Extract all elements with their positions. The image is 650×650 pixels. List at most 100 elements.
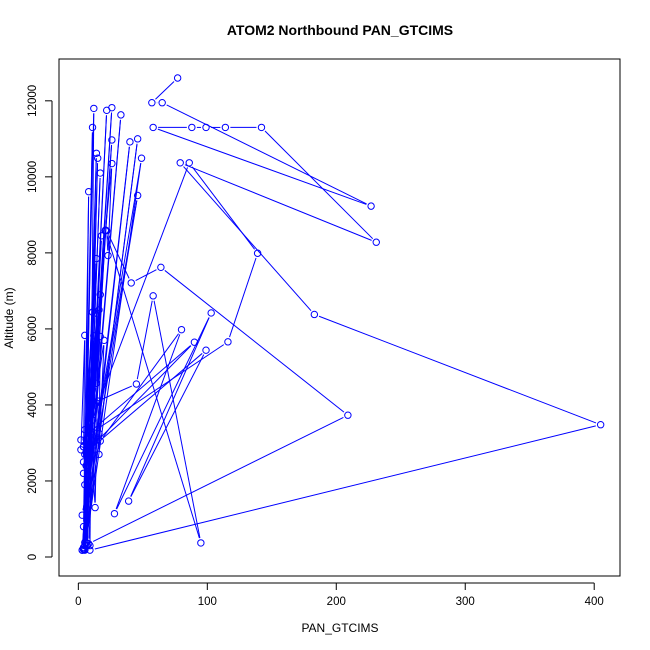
series-segment bbox=[106, 235, 109, 251]
data-point bbox=[91, 503, 99, 512]
y-tick-label: 2000 bbox=[27, 468, 39, 494]
data-point bbox=[93, 397, 102, 405]
data-point bbox=[92, 254, 101, 263]
series-segment bbox=[105, 168, 112, 226]
series-segment bbox=[80, 340, 86, 445]
data-point bbox=[185, 159, 193, 167]
series-segment bbox=[82, 407, 97, 546]
data-point bbox=[81, 546, 89, 554]
series-segment bbox=[318, 315, 597, 424]
data-point bbox=[96, 290, 104, 299]
series-segment bbox=[264, 130, 374, 240]
series-segment bbox=[191, 166, 255, 250]
data-point bbox=[78, 546, 86, 554]
y-axis: 0 2000 4000 6000 8000 10000 12000 bbox=[27, 85, 53, 560]
data-point bbox=[95, 306, 103, 314]
data-point bbox=[96, 169, 104, 177]
data-point bbox=[83, 434, 92, 442]
data-point bbox=[124, 497, 133, 505]
series-segment bbox=[107, 168, 113, 251]
data-point bbox=[173, 74, 182, 82]
data-point bbox=[596, 421, 605, 429]
data-point bbox=[149, 292, 157, 300]
data-point bbox=[224, 338, 232, 346]
data-point bbox=[176, 159, 184, 167]
series-segment bbox=[155, 81, 175, 100]
data-point bbox=[96, 437, 104, 445]
data-point bbox=[81, 450, 89, 459]
series-segment bbox=[184, 164, 372, 241]
series-segment bbox=[164, 270, 345, 413]
series-segment bbox=[166, 104, 367, 205]
data-point bbox=[367, 202, 375, 210]
plot-frame bbox=[58, 58, 621, 577]
data-point bbox=[310, 310, 319, 319]
data-point bbox=[88, 416, 97, 424]
data-point bbox=[90, 104, 98, 113]
series-segment bbox=[84, 146, 130, 545]
data-point bbox=[103, 227, 111, 235]
data-point bbox=[104, 251, 112, 260]
series-segment bbox=[135, 269, 157, 282]
data-point bbox=[79, 469, 88, 478]
x-tick-label: 0 bbox=[75, 596, 81, 608]
data-point bbox=[92, 149, 101, 157]
data-point bbox=[82, 435, 90, 443]
series-segment bbox=[183, 166, 312, 312]
data-point bbox=[202, 346, 210, 354]
series-segment bbox=[82, 200, 138, 511]
data-point bbox=[221, 123, 230, 132]
data-point bbox=[93, 154, 102, 162]
data-point bbox=[202, 123, 210, 132]
data-point bbox=[79, 458, 88, 466]
data-point bbox=[88, 308, 97, 316]
chart-title: ATOM2 Northbound PAN_GTCIMS bbox=[227, 22, 453, 38]
y-tick-label: 4000 bbox=[27, 392, 39, 418]
data-point bbox=[197, 539, 205, 547]
data-point bbox=[133, 191, 142, 200]
x-tick-label: 400 bbox=[585, 596, 604, 608]
series-segment bbox=[92, 416, 344, 542]
series-segment bbox=[108, 235, 130, 279]
data-point bbox=[87, 427, 95, 436]
series-segment bbox=[89, 353, 203, 450]
y-tick-label: 8000 bbox=[27, 240, 39, 266]
x-axis: 0 100 200 300 400 bbox=[75, 582, 604, 608]
data-point bbox=[344, 411, 352, 419]
data-point bbox=[108, 159, 116, 168]
y-tick-label: 6000 bbox=[27, 316, 39, 342]
data-point bbox=[110, 509, 119, 518]
data-point bbox=[77, 436, 85, 444]
y-tick-label: 12000 bbox=[27, 85, 39, 117]
series-segment bbox=[130, 354, 205, 497]
data-point bbox=[108, 136, 116, 144]
data-point bbox=[158, 99, 166, 107]
data-point bbox=[79, 522, 88, 531]
data-point bbox=[86, 541, 94, 550]
series-segment bbox=[136, 300, 153, 380]
series-layer bbox=[77, 74, 605, 554]
data-point bbox=[81, 331, 89, 340]
series-segment bbox=[229, 257, 257, 338]
data-point bbox=[100, 336, 108, 345]
x-tick-label: 300 bbox=[456, 596, 475, 608]
data-point bbox=[253, 249, 262, 257]
x-axis-label: PAN_GTCIMS bbox=[301, 621, 378, 635]
series-segment bbox=[116, 317, 210, 510]
data-point bbox=[84, 539, 93, 548]
data-point bbox=[93, 309, 102, 318]
data-point bbox=[88, 123, 97, 132]
data-point bbox=[132, 380, 141, 388]
series-segment bbox=[153, 300, 201, 539]
y-tick-label: 10000 bbox=[27, 161, 39, 193]
data-point bbox=[81, 481, 89, 489]
y-axis-label: Altitude (m) bbox=[2, 287, 16, 348]
series-segment bbox=[102, 333, 179, 438]
series-segment bbox=[102, 385, 133, 400]
data-point bbox=[157, 263, 165, 272]
series-segment bbox=[86, 143, 138, 538]
series-segment bbox=[84, 263, 97, 450]
data-point bbox=[91, 401, 99, 409]
series-segment bbox=[84, 119, 121, 541]
